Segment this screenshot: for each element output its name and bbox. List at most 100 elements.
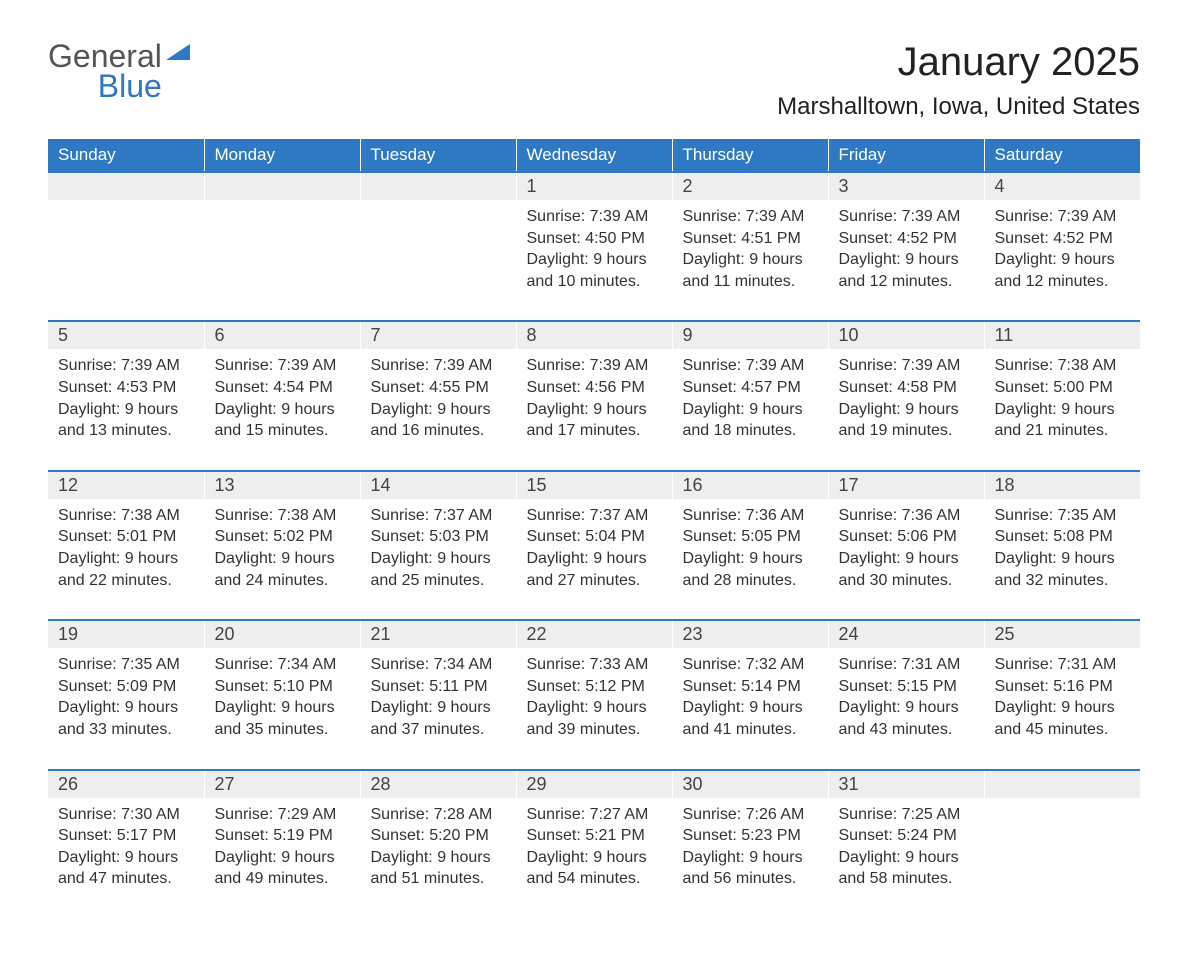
day-number-cell: 18: [984, 471, 1140, 499]
day-number-cell: 8: [516, 321, 672, 349]
sunset-line: Sunset: 4:52 PM: [995, 228, 1131, 250]
day-content-cell: Sunrise: 7:39 AMSunset: 4:56 PMDaylight:…: [516, 349, 672, 470]
sunset-line: Sunset: 5:20 PM: [371, 825, 506, 847]
day-number-cell: [984, 770, 1140, 798]
day-number-cell: 23: [672, 620, 828, 648]
day-content-row: Sunrise: 7:30 AMSunset: 5:17 PMDaylight:…: [48, 798, 1140, 918]
day-content-cell: Sunrise: 7:30 AMSunset: 5:17 PMDaylight:…: [48, 798, 204, 918]
day-content-cell: Sunrise: 7:31 AMSunset: 5:15 PMDaylight:…: [828, 648, 984, 769]
sunset-line: Sunset: 4:53 PM: [58, 377, 194, 399]
sunset-line: Sunset: 4:51 PM: [683, 228, 818, 250]
sunrise-line: Sunrise: 7:39 AM: [371, 355, 506, 377]
sunrise-line: Sunrise: 7:39 AM: [995, 206, 1131, 228]
day-content-cell: Sunrise: 7:38 AMSunset: 5:02 PMDaylight:…: [204, 499, 360, 620]
day-content-row: Sunrise: 7:35 AMSunset: 5:09 PMDaylight:…: [48, 648, 1140, 769]
day-content-cell: Sunrise: 7:39 AMSunset: 4:57 PMDaylight:…: [672, 349, 828, 470]
day-content-cell: Sunrise: 7:25 AMSunset: 5:24 PMDaylight:…: [828, 798, 984, 918]
sunset-line: Sunset: 5:10 PM: [215, 676, 350, 698]
daylight-line: Daylight: 9 hours and 32 minutes.: [995, 548, 1131, 591]
sunrise-line: Sunrise: 7:35 AM: [995, 505, 1131, 527]
day-content-cell: Sunrise: 7:32 AMSunset: 5:14 PMDaylight:…: [672, 648, 828, 769]
sunrise-line: Sunrise: 7:31 AM: [995, 654, 1131, 676]
day-content-cell: Sunrise: 7:38 AMSunset: 5:00 PMDaylight:…: [984, 349, 1140, 470]
sunrise-line: Sunrise: 7:39 AM: [527, 206, 662, 228]
sunrise-line: Sunrise: 7:38 AM: [215, 505, 350, 527]
page-header: General Blue January 2025 Marshalltown, …: [48, 40, 1140, 121]
day-number-cell: 5: [48, 321, 204, 349]
day-content-cell: Sunrise: 7:39 AMSunset: 4:51 PMDaylight:…: [672, 200, 828, 321]
weekday-header: Friday: [828, 139, 984, 172]
sunrise-line: Sunrise: 7:25 AM: [839, 804, 974, 826]
daylight-line: Daylight: 9 hours and 24 minutes.: [215, 548, 350, 591]
sunrise-line: Sunrise: 7:37 AM: [371, 505, 506, 527]
daylight-line: Daylight: 9 hours and 37 minutes.: [371, 697, 506, 740]
daylight-line: Daylight: 9 hours and 12 minutes.: [839, 249, 974, 292]
day-number-cell: 26: [48, 770, 204, 798]
daylight-line: Daylight: 9 hours and 13 minutes.: [58, 399, 194, 442]
sunset-line: Sunset: 4:57 PM: [683, 377, 818, 399]
day-number-cell: 10: [828, 321, 984, 349]
sunrise-line: Sunrise: 7:39 AM: [683, 355, 818, 377]
sunrise-line: Sunrise: 7:36 AM: [839, 505, 974, 527]
sunrise-line: Sunrise: 7:33 AM: [527, 654, 662, 676]
day-number-cell: 4: [984, 172, 1140, 200]
sunset-line: Sunset: 5:09 PM: [58, 676, 194, 698]
weekday-header: Sunday: [48, 139, 204, 172]
sunset-line: Sunset: 5:24 PM: [839, 825, 974, 847]
day-number-cell: 13: [204, 471, 360, 499]
flag-icon: [166, 44, 190, 60]
day-number-cell: 21: [360, 620, 516, 648]
day-number-cell: 3: [828, 172, 984, 200]
sunset-line: Sunset: 5:15 PM: [839, 676, 974, 698]
daylight-line: Daylight: 9 hours and 27 minutes.: [527, 548, 662, 591]
day-content-cell: Sunrise: 7:39 AMSunset: 4:52 PMDaylight:…: [828, 200, 984, 321]
location-subtitle: Marshalltown, Iowa, United States: [777, 93, 1140, 121]
weekday-header: Tuesday: [360, 139, 516, 172]
sunrise-line: Sunrise: 7:34 AM: [371, 654, 506, 676]
day-content-cell: [48, 200, 204, 321]
sunset-line: Sunset: 5:14 PM: [683, 676, 818, 698]
sunset-line: Sunset: 5:19 PM: [215, 825, 350, 847]
sunset-line: Sunset: 5:06 PM: [839, 526, 974, 548]
day-number-cell: 6: [204, 321, 360, 349]
day-content-cell: Sunrise: 7:39 AMSunset: 4:55 PMDaylight:…: [360, 349, 516, 470]
daylight-line: Daylight: 9 hours and 45 minutes.: [995, 697, 1131, 740]
sunset-line: Sunset: 5:01 PM: [58, 526, 194, 548]
day-number-cell: 1: [516, 172, 672, 200]
sunset-line: Sunset: 5:21 PM: [527, 825, 662, 847]
sunset-line: Sunset: 5:08 PM: [995, 526, 1131, 548]
daylight-line: Daylight: 9 hours and 33 minutes.: [58, 697, 194, 740]
day-content-cell: Sunrise: 7:39 AMSunset: 4:58 PMDaylight:…: [828, 349, 984, 470]
sunset-line: Sunset: 5:02 PM: [215, 526, 350, 548]
day-number-row: 12131415161718: [48, 471, 1140, 499]
day-number-row: 567891011: [48, 321, 1140, 349]
day-number-cell: 25: [984, 620, 1140, 648]
daylight-line: Daylight: 9 hours and 49 minutes.: [215, 847, 350, 890]
sunrise-line: Sunrise: 7:35 AM: [58, 654, 194, 676]
day-content-cell: [204, 200, 360, 321]
sunrise-line: Sunrise: 7:37 AM: [527, 505, 662, 527]
day-number-cell: 31: [828, 770, 984, 798]
day-content-cell: Sunrise: 7:37 AMSunset: 5:04 PMDaylight:…: [516, 499, 672, 620]
day-content-cell: Sunrise: 7:31 AMSunset: 5:16 PMDaylight:…: [984, 648, 1140, 769]
daylight-line: Daylight: 9 hours and 25 minutes.: [371, 548, 506, 591]
sunset-line: Sunset: 5:17 PM: [58, 825, 194, 847]
sunrise-line: Sunrise: 7:39 AM: [215, 355, 350, 377]
sunset-line: Sunset: 4:56 PM: [527, 377, 662, 399]
day-number-cell: 24: [828, 620, 984, 648]
day-number-row: 262728293031: [48, 770, 1140, 798]
weekday-header: Saturday: [984, 139, 1140, 172]
sunset-line: Sunset: 4:58 PM: [839, 377, 974, 399]
sunset-line: Sunset: 5:05 PM: [683, 526, 818, 548]
sunrise-line: Sunrise: 7:31 AM: [839, 654, 974, 676]
daylight-line: Daylight: 9 hours and 21 minutes.: [995, 399, 1131, 442]
day-number-cell: 12: [48, 471, 204, 499]
day-content-cell: Sunrise: 7:35 AMSunset: 5:08 PMDaylight:…: [984, 499, 1140, 620]
day-content-cell: Sunrise: 7:34 AMSunset: 5:11 PMDaylight:…: [360, 648, 516, 769]
weekday-header: Monday: [204, 139, 360, 172]
brand-logo: General Blue: [48, 40, 190, 102]
day-number-cell: [48, 172, 204, 200]
sunrise-line: Sunrise: 7:39 AM: [58, 355, 194, 377]
sunset-line: Sunset: 5:16 PM: [995, 676, 1131, 698]
day-number-row: 1234: [48, 172, 1140, 200]
